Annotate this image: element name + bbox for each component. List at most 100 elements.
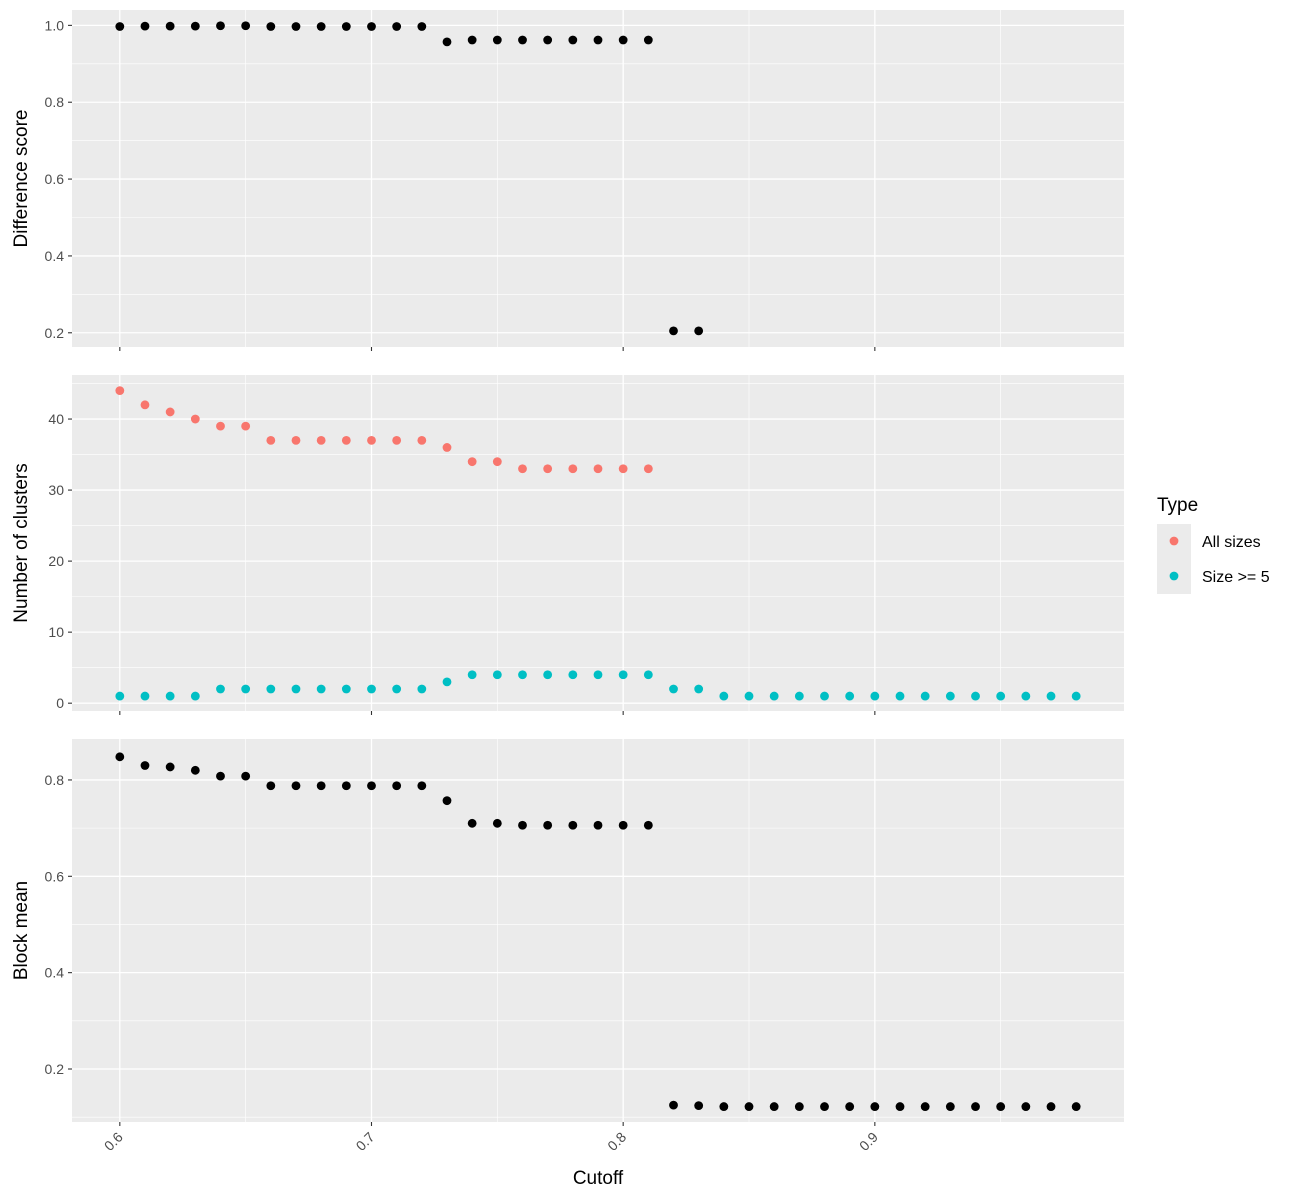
data-point-size-5	[492, 670, 502, 680]
data-point-series	[568, 820, 578, 830]
data-point-size-5	[820, 691, 829, 701]
data-point-series	[568, 35, 578, 45]
y-axis-title-number-of-clusters: Number of clusters	[11, 463, 32, 622]
data-point-series	[719, 1102, 729, 1111]
y-tick-label: 0.4	[45, 965, 65, 981]
data-point-series	[392, 781, 402, 791]
data-point-size-5	[291, 684, 301, 694]
data-point-series	[669, 326, 678, 336]
data-point-series	[518, 820, 527, 830]
data-point-size-5	[845, 691, 855, 701]
panel-block-mean: 0.2 0.4 0.6 0.8 Block mean	[11, 739, 1124, 1126]
data-point-series	[593, 35, 603, 45]
data-point-series	[115, 752, 125, 762]
data-point-size-5	[417, 684, 427, 694]
y-tick-label: 0.4	[45, 248, 65, 264]
data-point-series	[467, 35, 477, 45]
y-tick-label: 0.6	[45, 171, 65, 187]
data-point-series	[1046, 1102, 1056, 1111]
data-point-all-sizes	[543, 464, 553, 474]
data-point-all-sizes	[140, 400, 150, 410]
y-tick-label: 0.8	[45, 94, 65, 110]
data-point-series	[593, 820, 603, 830]
data-point-size-5	[971, 691, 980, 701]
data-point-all-sizes	[643, 464, 653, 474]
data-point-size-5	[769, 691, 779, 701]
data-point-size-5	[165, 691, 175, 701]
y-axis-title-difference-score: Difference score	[11, 110, 32, 248]
y-tick-label: 10	[48, 624, 64, 640]
data-point-series	[216, 21, 225, 31]
x-tick-label: 0.6	[101, 1129, 126, 1154]
data-point-size-5	[895, 691, 905, 701]
y-tick-label: 40	[48, 411, 64, 427]
data-point-series	[996, 1102, 1006, 1111]
data-point-series	[820, 1102, 829, 1111]
data-point-series	[744, 1102, 754, 1111]
data-point-series	[190, 21, 200, 31]
data-point-size-5	[1021, 691, 1031, 701]
data-point-all-sizes	[367, 435, 376, 445]
data-point-size-5	[341, 684, 351, 694]
y-tick-label: 0	[56, 695, 64, 711]
data-point-series	[870, 1102, 880, 1111]
y-axis-title-block-mean: Block mean	[11, 881, 32, 980]
panel-background	[72, 375, 1124, 711]
data-point-series	[467, 818, 477, 828]
data-point-size-5	[367, 684, 376, 694]
data-point-series	[216, 771, 225, 781]
data-point-series	[266, 22, 276, 31]
data-point-series	[543, 35, 553, 45]
data-point-series	[291, 781, 301, 791]
legend-key-all-sizes	[1169, 536, 1179, 546]
data-point-size-5	[920, 691, 930, 701]
data-point-size-5	[543, 670, 553, 680]
data-point-series	[392, 22, 402, 31]
data-point-series	[1071, 1102, 1081, 1111]
data-point-size-5	[241, 684, 251, 694]
y-tick-label: 1.0	[45, 17, 65, 33]
data-point-all-sizes	[291, 435, 301, 445]
data-point-series	[241, 771, 251, 781]
data-point-all-sizes	[618, 464, 628, 474]
data-point-series	[367, 22, 376, 31]
data-point-size-5	[694, 684, 704, 694]
data-point-series	[266, 781, 276, 791]
legend-key-background	[1157, 524, 1191, 594]
panel-difference-score: 0.2 0.4 0.6 0.8 1.0 Difference score	[11, 10, 1124, 351]
x-tick-label: 0.9	[856, 1129, 881, 1154]
data-point-size-5	[996, 691, 1006, 701]
y-tick-label: 0.8	[45, 772, 65, 788]
data-point-series	[694, 1101, 704, 1111]
data-point-all-sizes	[190, 414, 200, 424]
data-point-series	[140, 761, 150, 770]
data-point-series	[1021, 1102, 1031, 1111]
data-point-size-5	[115, 691, 125, 701]
data-point-series	[442, 37, 452, 47]
data-point-series	[643, 820, 653, 830]
data-point-size-5	[593, 670, 603, 680]
data-point-all-sizes	[518, 464, 527, 474]
data-point-series	[492, 818, 502, 828]
data-point-size-5	[669, 684, 678, 694]
data-point-series	[920, 1102, 930, 1111]
data-point-series	[291, 22, 301, 31]
data-point-series	[115, 22, 125, 31]
data-point-size-5	[266, 684, 276, 694]
data-point-series	[618, 35, 628, 45]
data-point-size-5	[719, 691, 729, 701]
data-point-series	[140, 21, 150, 31]
data-point-size-5	[316, 684, 326, 694]
data-point-series	[341, 781, 351, 791]
data-point-all-sizes	[467, 457, 477, 467]
panels-layer: 0.2 0.4 0.6 0.8 1.0 Difference score 0 10 20 30 40…	[11, 10, 1124, 1154]
data-point-series	[165, 21, 175, 31]
data-point-series	[794, 1102, 804, 1111]
data-point-size-5	[1046, 691, 1056, 701]
x-tick-label: 0.7	[353, 1129, 378, 1154]
data-point-series	[845, 1102, 855, 1111]
data-point-series	[367, 781, 376, 791]
data-point-series	[190, 765, 200, 775]
data-point-series	[618, 820, 628, 830]
